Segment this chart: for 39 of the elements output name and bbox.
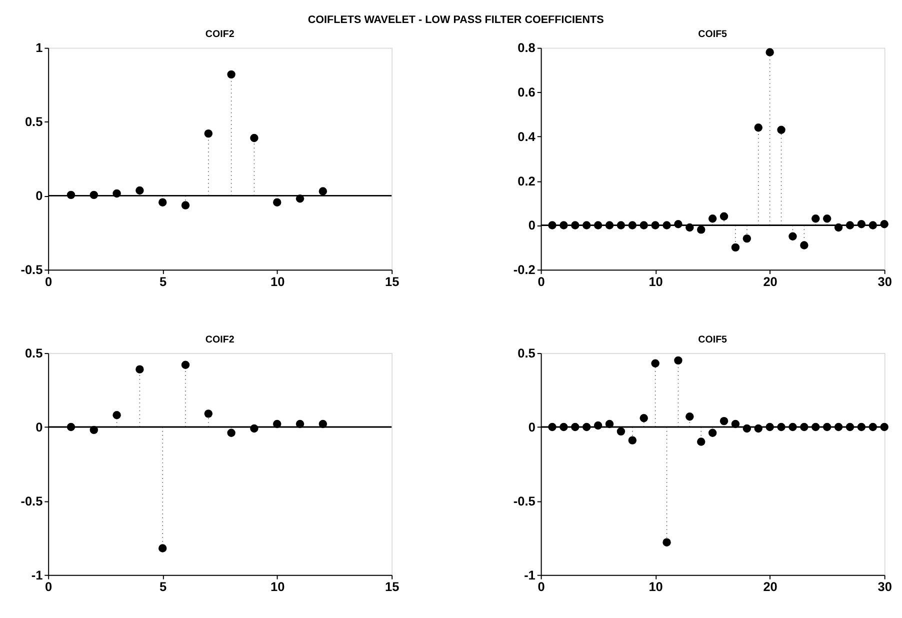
y-tick-label: 0.4 bbox=[518, 128, 536, 144]
y-tick-label: -0.5 bbox=[20, 493, 43, 508]
y-tick-label: -1 bbox=[524, 567, 536, 582]
x-tick-label: 30 bbox=[878, 579, 892, 594]
chart-title: COIF2 bbox=[205, 334, 235, 346]
x-tick-label: 5 bbox=[160, 579, 167, 594]
y-tick-label: 1 bbox=[36, 40, 43, 56]
x-tick-label: 15 bbox=[385, 274, 400, 289]
x-tick-label: 0 bbox=[538, 579, 545, 594]
x-tick-label: 10 bbox=[648, 579, 663, 594]
y-tick-label: -0.2 bbox=[513, 262, 536, 278]
y-tick-label: 0.5 bbox=[24, 345, 43, 360]
x-tick-label: 0 bbox=[45, 274, 52, 289]
x-tick-label: 20 bbox=[763, 274, 778, 289]
y-tick-label: 0 bbox=[36, 188, 43, 204]
text: COIFLETS WAVELET - LOW PASS FILTER COEFFICIENTS bbox=[308, 14, 604, 26]
chart-title: COIF5 bbox=[698, 334, 728, 346]
x-tick-label: 10 bbox=[270, 579, 285, 594]
x-tick-label: 15 bbox=[385, 579, 400, 594]
y-tick-label: 0 bbox=[528, 218, 536, 233]
y-tick-label: 0.8 bbox=[518, 40, 536, 56]
x-tick-label: 10 bbox=[648, 274, 663, 289]
y-tick-label: -1 bbox=[31, 567, 43, 582]
x-tick-label: 20 bbox=[763, 579, 778, 594]
x-tick-label: 0 bbox=[538, 274, 545, 289]
y-tick-label: 0.5 bbox=[518, 345, 536, 360]
y-tick-label: 0 bbox=[528, 419, 536, 434]
y-tick-label: -0.5 bbox=[20, 262, 43, 278]
x-tick-label: 5 bbox=[160, 274, 167, 289]
x-tick-label: 30 bbox=[878, 274, 892, 289]
x-tick-label: 10 bbox=[270, 274, 285, 289]
y-tick-label: 0 bbox=[36, 419, 43, 434]
x-tick-label: 0 bbox=[45, 579, 52, 594]
y-tick-label: -0.5 bbox=[513, 493, 536, 508]
y-tick-label: 0.6 bbox=[518, 84, 536, 100]
chart-title: COIF5 bbox=[698, 29, 728, 40]
y-tick-label: 0.2 bbox=[518, 173, 536, 188]
y-tick-label: 0.5 bbox=[24, 114, 43, 130]
chart-title: COIF2 bbox=[205, 29, 235, 40]
